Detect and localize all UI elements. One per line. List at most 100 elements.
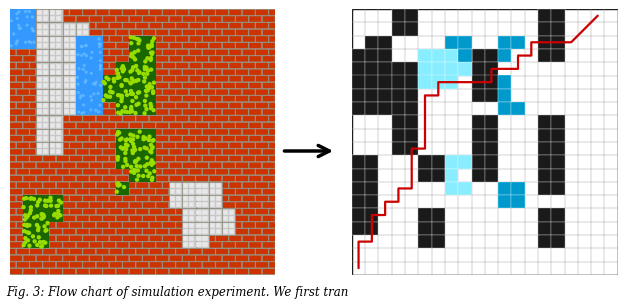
FancyBboxPatch shape: [236, 56, 248, 62]
Circle shape: [23, 223, 26, 226]
FancyBboxPatch shape: [17, 36, 29, 42]
Circle shape: [77, 77, 78, 79]
FancyBboxPatch shape: [36, 242, 49, 248]
Bar: [89, 49, 102, 62]
Bar: [485, 129, 498, 142]
Circle shape: [83, 64, 85, 66]
Bar: [49, 9, 63, 22]
Circle shape: [16, 13, 18, 15]
Circle shape: [124, 160, 127, 162]
FancyBboxPatch shape: [236, 43, 248, 49]
FancyBboxPatch shape: [70, 23, 83, 29]
FancyBboxPatch shape: [109, 63, 122, 69]
Circle shape: [121, 147, 124, 150]
Bar: [170, 189, 175, 194]
Bar: [182, 235, 196, 248]
FancyBboxPatch shape: [109, 209, 122, 215]
Circle shape: [116, 76, 119, 79]
Circle shape: [149, 162, 152, 165]
Bar: [365, 76, 378, 89]
Bar: [189, 236, 194, 241]
Bar: [551, 49, 564, 62]
Bar: [352, 169, 365, 182]
Bar: [51, 96, 56, 101]
Bar: [196, 222, 209, 235]
FancyBboxPatch shape: [209, 56, 222, 62]
Bar: [538, 129, 551, 142]
FancyBboxPatch shape: [76, 43, 89, 49]
FancyBboxPatch shape: [63, 202, 76, 208]
Circle shape: [136, 37, 138, 40]
FancyBboxPatch shape: [70, 195, 83, 201]
FancyBboxPatch shape: [209, 122, 222, 128]
Circle shape: [31, 16, 33, 18]
FancyBboxPatch shape: [202, 182, 215, 188]
FancyBboxPatch shape: [50, 202, 63, 208]
Circle shape: [134, 58, 136, 61]
Circle shape: [99, 66, 101, 68]
Bar: [63, 63, 68, 69]
FancyBboxPatch shape: [123, 209, 136, 215]
Circle shape: [84, 45, 86, 47]
FancyBboxPatch shape: [209, 96, 222, 102]
FancyBboxPatch shape: [90, 242, 102, 248]
Circle shape: [147, 44, 150, 47]
FancyBboxPatch shape: [43, 222, 56, 228]
FancyBboxPatch shape: [169, 109, 182, 115]
Bar: [352, 195, 365, 208]
Bar: [431, 62, 445, 76]
Bar: [431, 235, 445, 248]
FancyBboxPatch shape: [83, 142, 95, 148]
Circle shape: [149, 102, 152, 105]
FancyBboxPatch shape: [156, 268, 169, 275]
FancyBboxPatch shape: [90, 229, 102, 235]
Circle shape: [138, 130, 141, 133]
Circle shape: [26, 24, 28, 26]
Circle shape: [119, 112, 122, 115]
Bar: [419, 155, 431, 169]
Bar: [83, 50, 88, 55]
FancyBboxPatch shape: [83, 156, 95, 162]
Circle shape: [116, 130, 120, 133]
FancyBboxPatch shape: [269, 209, 282, 215]
FancyBboxPatch shape: [83, 235, 95, 241]
Circle shape: [91, 51, 93, 53]
Bar: [431, 155, 445, 169]
FancyBboxPatch shape: [10, 202, 22, 208]
FancyBboxPatch shape: [136, 9, 148, 15]
FancyBboxPatch shape: [23, 16, 36, 22]
FancyBboxPatch shape: [96, 249, 109, 255]
FancyBboxPatch shape: [56, 102, 69, 108]
FancyBboxPatch shape: [262, 16, 275, 22]
FancyBboxPatch shape: [249, 202, 262, 208]
FancyBboxPatch shape: [43, 36, 56, 42]
Circle shape: [152, 162, 155, 164]
FancyBboxPatch shape: [63, 29, 76, 35]
FancyBboxPatch shape: [169, 43, 182, 49]
FancyBboxPatch shape: [116, 136, 129, 142]
FancyBboxPatch shape: [169, 242, 182, 248]
Circle shape: [15, 41, 17, 43]
FancyBboxPatch shape: [262, 162, 275, 168]
FancyBboxPatch shape: [29, 89, 42, 95]
Bar: [419, 62, 431, 76]
Bar: [365, 195, 378, 208]
FancyBboxPatch shape: [116, 268, 129, 275]
Bar: [63, 49, 76, 62]
FancyBboxPatch shape: [96, 89, 109, 95]
FancyBboxPatch shape: [196, 109, 209, 115]
Circle shape: [130, 170, 132, 173]
Circle shape: [132, 36, 136, 39]
FancyBboxPatch shape: [255, 116, 268, 122]
Bar: [392, 115, 405, 129]
Circle shape: [40, 244, 44, 247]
FancyBboxPatch shape: [50, 69, 63, 75]
Bar: [76, 89, 89, 102]
FancyBboxPatch shape: [163, 169, 175, 175]
FancyBboxPatch shape: [83, 222, 95, 228]
Bar: [77, 43, 82, 48]
Circle shape: [58, 213, 60, 216]
Circle shape: [26, 223, 29, 226]
FancyBboxPatch shape: [143, 149, 156, 155]
Circle shape: [33, 198, 35, 201]
